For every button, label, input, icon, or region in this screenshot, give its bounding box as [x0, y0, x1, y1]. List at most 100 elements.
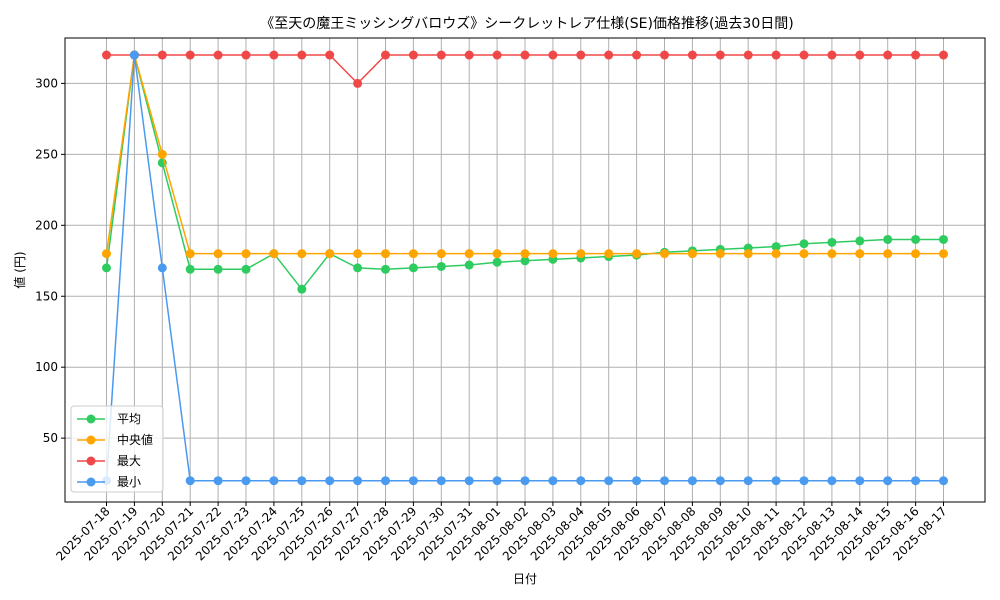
data-point [687, 476, 697, 486]
data-point [604, 50, 614, 60]
data-point [269, 249, 279, 259]
y-tick-label: 250 [35, 147, 58, 161]
data-point [911, 50, 921, 60]
data-point [381, 264, 390, 274]
data-point [213, 50, 223, 60]
data-point [604, 476, 614, 486]
chart-title: 《至天の魔王ミッシングバロウズ》シークレットレア仕様(SE)価格推移(過去30日… [260, 16, 793, 32]
data-point [855, 236, 865, 246]
data-point [687, 249, 697, 259]
data-point [241, 249, 251, 259]
data-point [436, 476, 446, 486]
data-point [911, 476, 921, 486]
y-tick-label: 100 [35, 360, 58, 374]
data-point [492, 50, 502, 60]
data-point [771, 476, 781, 486]
data-point [576, 50, 586, 60]
data-point [408, 249, 418, 259]
data-point [464, 50, 474, 60]
data-point [576, 249, 586, 259]
data-point [855, 249, 865, 259]
data-point [297, 476, 307, 486]
data-point [743, 476, 753, 486]
data-point [939, 50, 948, 60]
data-point [911, 249, 921, 259]
data-point [660, 476, 669, 486]
data-point [632, 50, 642, 60]
data-point [185, 476, 195, 486]
data-point [325, 249, 335, 259]
data-point [185, 264, 195, 274]
data-point [213, 264, 223, 274]
data-point [548, 249, 558, 259]
data-point [883, 50, 893, 60]
series-最大 [102, 50, 948, 88]
data-point [297, 249, 307, 259]
data-point [185, 50, 195, 60]
legend-label: 平均 [117, 412, 141, 426]
data-point [269, 476, 279, 486]
data-point [799, 239, 809, 249]
data-point [353, 476, 363, 486]
y-tick-label: 300 [35, 76, 58, 90]
data-point [939, 234, 948, 244]
data-point [241, 264, 251, 274]
data-point [883, 234, 893, 244]
data-point [576, 476, 586, 486]
data-point [353, 249, 363, 259]
data-point [520, 249, 530, 259]
data-point [408, 263, 418, 273]
data-point [548, 50, 558, 60]
data-point [185, 249, 195, 259]
data-point [799, 476, 809, 486]
y-tick-label: 150 [35, 289, 58, 303]
data-point [102, 263, 111, 273]
data-point [911, 234, 921, 244]
data-point [464, 249, 474, 259]
legend-marker [86, 435, 96, 445]
legend-marker [86, 456, 96, 466]
y-axis-label: 値 (円) [12, 251, 27, 288]
data-point [408, 50, 418, 60]
data-point [464, 260, 474, 270]
data-point [855, 476, 865, 486]
data-point [548, 476, 558, 486]
data-point [381, 249, 390, 259]
data-point [520, 50, 530, 60]
data-point [464, 476, 474, 486]
data-point [436, 50, 446, 60]
data-point [157, 263, 167, 273]
data-point [799, 50, 809, 60]
legend-box [70, 405, 164, 493]
data-point [604, 249, 614, 259]
data-point [743, 249, 753, 259]
data-point [381, 50, 390, 60]
series-layer [102, 50, 948, 486]
data-point [213, 476, 223, 486]
data-point [715, 50, 725, 60]
data-point [436, 249, 446, 259]
data-point [492, 257, 502, 267]
data-point [827, 249, 837, 259]
data-point [102, 249, 111, 259]
data-point [157, 149, 167, 159]
x-axis-label: 日付 [513, 572, 537, 586]
data-point [715, 249, 725, 259]
data-point [771, 249, 781, 259]
data-point [687, 50, 697, 60]
data-point [660, 249, 669, 259]
data-point [939, 476, 948, 486]
data-point [520, 476, 530, 486]
legend-label: 最大 [117, 454, 141, 468]
data-point [827, 476, 837, 486]
data-point [325, 476, 335, 486]
data-point [353, 78, 363, 88]
data-point [883, 476, 893, 486]
data-point [827, 50, 837, 60]
data-point [353, 263, 363, 273]
data-point [799, 249, 809, 259]
data-point [660, 50, 669, 60]
data-point [771, 50, 781, 60]
